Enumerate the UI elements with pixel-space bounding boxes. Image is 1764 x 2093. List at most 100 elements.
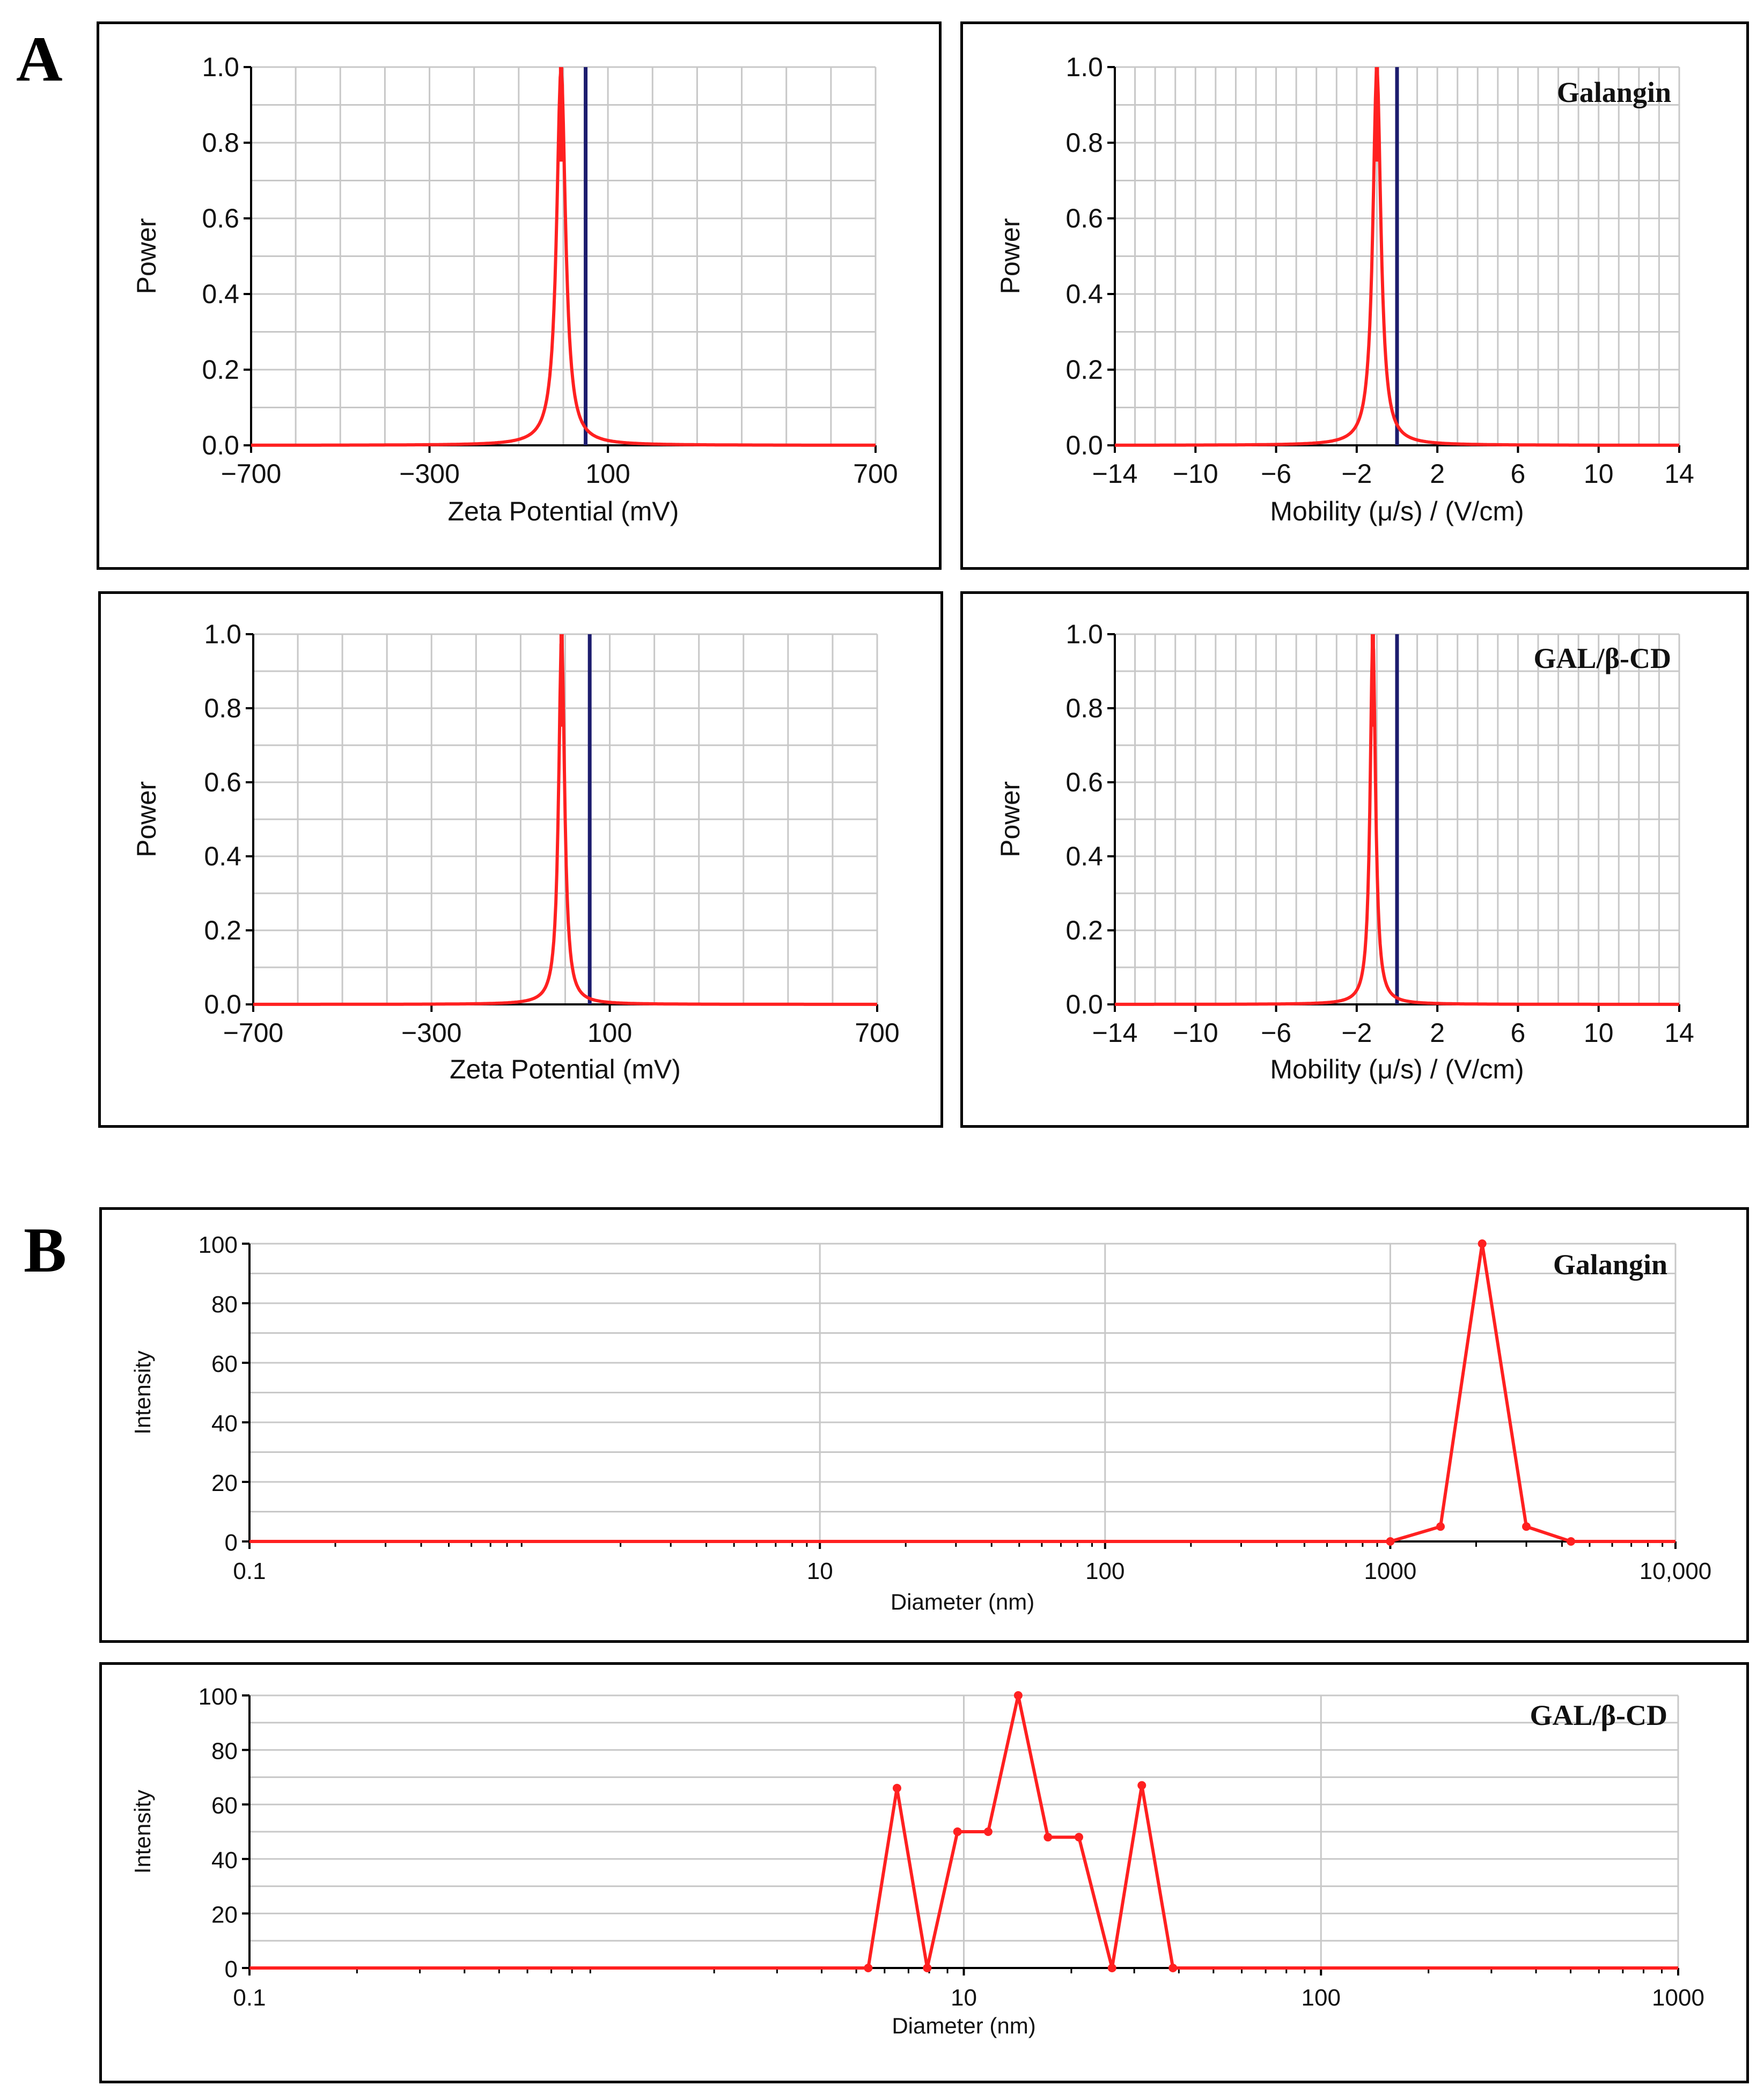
- x-tick-label: −10: [1173, 1018, 1218, 1048]
- x-tick-label: 1000: [1364, 1558, 1416, 1584]
- x-tick-label: 10: [807, 1558, 833, 1584]
- y-tick-label: 60: [211, 1351, 238, 1377]
- data-point: [1137, 1781, 1146, 1790]
- y-axis-label: Power: [131, 781, 161, 857]
- chart-mobility_galangin: 0.0 0.2 0.4 0.6 0.8 1.0 −14 −10 −6 −2 2 6 10 14 Mobili…: [995, 52, 1694, 526]
- y-tick-label: 0.0: [202, 430, 239, 460]
- y-axis-label: Power: [131, 218, 161, 295]
- y-axis-label: Intensity: [130, 1790, 155, 1874]
- y-tick-label: 0.8: [202, 128, 239, 158]
- x-tick-label: 100: [1085, 1558, 1124, 1584]
- x-tick-label: −14: [1092, 1018, 1138, 1048]
- x-tick-label: 14: [1664, 459, 1694, 489]
- data-point: [1107, 1964, 1116, 1972]
- x-tick-label: 6: [1511, 1018, 1526, 1048]
- y-tick-label: 80: [211, 1738, 238, 1765]
- chart-mobility_gal_bcd: 0.0 0.2 0.4 0.6 0.8 1.0 −14 −10 −6 −2 2 6 10 14 Mobili…: [995, 619, 1694, 1084]
- sample-label: Galangin: [1557, 76, 1671, 108]
- data-point: [1436, 1522, 1445, 1531]
- x-tick-label: −300: [401, 1018, 462, 1048]
- x-tick-label: 2: [1430, 1018, 1445, 1048]
- y-tick-label: 60: [211, 1793, 238, 1819]
- distribution-curve: [251, 67, 876, 447]
- x-tick-label: −700: [221, 459, 282, 489]
- y-tick-label: 0.0: [1065, 989, 1103, 1019]
- y-tick-label: 0: [225, 1956, 238, 1982]
- y-tick-label: 0.8: [204, 693, 241, 723]
- panel-label-a: A: [16, 23, 63, 94]
- y-tick-label: 0.8: [1065, 128, 1103, 158]
- y-axis-label: Power: [995, 781, 1025, 857]
- y-tick-label: 0.6: [1065, 767, 1103, 797]
- y-tick-label: 0.2: [202, 355, 239, 385]
- x-tick-label: −2: [1341, 459, 1372, 489]
- data-point: [953, 1827, 962, 1836]
- x-tick-label: −300: [399, 459, 460, 489]
- x-tick-label: 6: [1511, 459, 1526, 489]
- y-tick-label: 0.4: [202, 279, 239, 309]
- y-tick-label: 80: [211, 1291, 238, 1318]
- y-tick-label: 0.6: [204, 767, 241, 797]
- y-tick-label: 40: [211, 1411, 238, 1437]
- x-tick-label: 10: [951, 1985, 977, 2011]
- x-axis-label: Mobility (μ/s) / (V/cm): [1270, 496, 1524, 526]
- data-point: [1522, 1522, 1531, 1531]
- y-tick-label: 1.0: [202, 52, 239, 82]
- chart-frame-dls-gal-bcd: [99, 1662, 1749, 2083]
- x-tick-label: 0.1: [233, 1985, 266, 2011]
- chart-dls_galangin: 0 20 40 60 80 100 0.1 10 100 1000 10,000 Diameter (…: [130, 1232, 1711, 1614]
- x-tick-label: −14: [1092, 459, 1138, 489]
- y-tick-label: 0.0: [1065, 430, 1103, 460]
- x-tick-label: 10: [1584, 459, 1614, 489]
- y-tick-label: 0.4: [1065, 841, 1103, 871]
- data-point: [1386, 1537, 1395, 1546]
- y-tick-label: 0.4: [1065, 279, 1103, 309]
- y-tick-label: 0.8: [1065, 693, 1103, 723]
- x-tick-label: 10,000: [1640, 1558, 1712, 1584]
- x-tick-label: 700: [855, 1018, 899, 1048]
- x-tick-label: 1000: [1652, 1985, 1704, 2011]
- sample-label: GAL/β-CD: [1534, 642, 1671, 674]
- x-axis-label: Mobility (μ/s) / (V/cm): [1270, 1054, 1524, 1084]
- x-tick-label: −2: [1341, 1018, 1372, 1048]
- y-tick-label: 0.2: [204, 915, 241, 945]
- x-tick-label: 100: [587, 1018, 632, 1048]
- x-tick-label: −6: [1261, 459, 1291, 489]
- data-point: [1168, 1964, 1178, 1972]
- x-axis-label: Diameter (nm): [892, 2013, 1035, 2038]
- data-point: [923, 1964, 932, 1972]
- y-tick-label: 40: [211, 1847, 238, 1874]
- x-tick-label: 0.1: [233, 1558, 266, 1584]
- y-tick-label: 100: [199, 1232, 238, 1258]
- data-point: [1043, 1833, 1053, 1842]
- distribution-curve: [1115, 636, 1679, 1006]
- y-tick-label: 1.0: [1065, 619, 1103, 649]
- data-point: [892, 1783, 901, 1793]
- data-point: [1567, 1537, 1576, 1546]
- y-tick-label: 0: [225, 1530, 238, 1556]
- x-tick-label: −700: [223, 1018, 284, 1048]
- data-point: [864, 1964, 873, 1972]
- x-axis-label: Zeta Potential (mV): [448, 496, 679, 526]
- x-axis-label: Diameter (nm): [891, 1589, 1034, 1614]
- y-tick-label: 20: [211, 1901, 238, 1928]
- data-point: [1478, 1239, 1487, 1248]
- data-point: [1075, 1833, 1084, 1842]
- data-point: [1013, 1691, 1023, 1700]
- sample-label: Galangin: [1553, 1249, 1667, 1281]
- x-axis-label: Zeta Potential (mV): [450, 1054, 681, 1084]
- y-tick-label: 0.6: [1065, 203, 1103, 233]
- sample-label: GAL/β-CD: [1530, 1699, 1667, 1731]
- y-tick-label: 0.4: [204, 841, 241, 871]
- chart-frame-mobility-gal-bcd: [960, 591, 1749, 1128]
- x-tick-label: 100: [1302, 1985, 1341, 2011]
- y-tick-label: 0.6: [202, 203, 239, 233]
- x-tick-label: 2: [1430, 459, 1445, 489]
- x-tick-label: 700: [853, 459, 898, 489]
- y-tick-label: 0.2: [1065, 355, 1103, 385]
- y-axis-label: Intensity: [130, 1350, 155, 1434]
- y-tick-label: 0.2: [1065, 915, 1103, 945]
- y-tick-label: 100: [199, 1684, 238, 1710]
- y-tick-label: 0.0: [204, 989, 241, 1019]
